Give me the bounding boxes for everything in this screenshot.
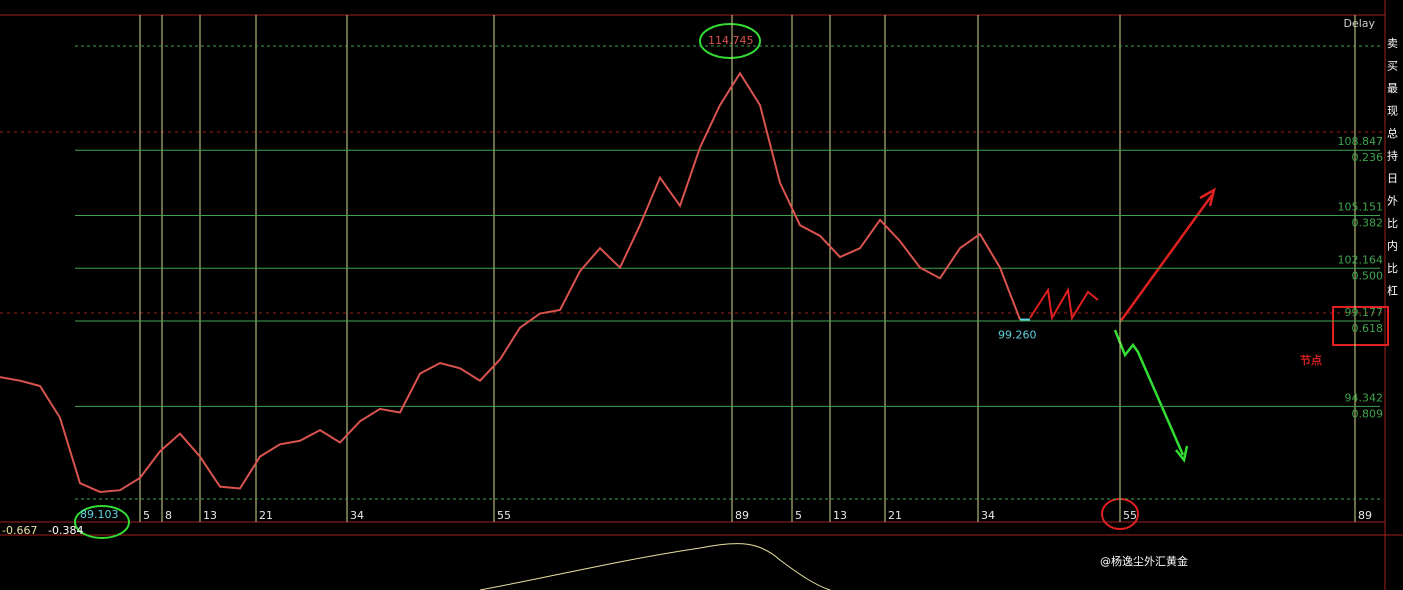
status: Delay bbox=[1343, 17, 1375, 30]
fib-ratio: 0.236 bbox=[1352, 151, 1384, 164]
side-panel-label: 买 bbox=[1387, 60, 1398, 73]
note: 节点 bbox=[1300, 353, 1322, 367]
time-zone-label: 13 bbox=[833, 509, 847, 522]
fib-price: 102.164 bbox=[1338, 253, 1384, 266]
fib-ratio: 0.500 bbox=[1352, 269, 1384, 282]
fib-ratio: 0.809 bbox=[1352, 407, 1384, 420]
fib-price: 94.342 bbox=[1345, 391, 1384, 404]
time-zone-label: 8 bbox=[165, 509, 172, 522]
side-panel-label: 现 bbox=[1387, 105, 1398, 118]
side-panel-label: 持 bbox=[1387, 149, 1398, 163]
time-zone-label: 34 bbox=[981, 509, 995, 522]
arrow-down bbox=[1113, 329, 1189, 463]
side-panel-label: 日 bbox=[1387, 172, 1398, 185]
time-zone-label: 55 bbox=[1123, 509, 1137, 522]
side-panel-label: 杠 bbox=[1387, 285, 1398, 298]
indicator-curve bbox=[479, 543, 831, 590]
fib-price: 99.177 bbox=[1345, 306, 1384, 319]
side-panel-label: 比 bbox=[1387, 262, 1398, 275]
side-panel-label: 内 bbox=[1387, 239, 1398, 253]
indicator-label: -0.384 bbox=[48, 524, 83, 537]
fib-price: 105.151 bbox=[1338, 200, 1384, 213]
side-panel-label: 总 bbox=[1387, 126, 1398, 140]
side-panel-label: 外 bbox=[1387, 195, 1398, 208]
time-zone-label: 13 bbox=[203, 509, 217, 522]
time-zone-label: 21 bbox=[259, 509, 273, 522]
fib-ratio: 0.382 bbox=[1352, 216, 1384, 229]
high-label: 114.745 bbox=[708, 34, 754, 47]
time-zone-label: 5 bbox=[795, 509, 802, 522]
time-zone-label: 89 bbox=[735, 509, 749, 522]
time-zone-label: 5 bbox=[143, 509, 150, 522]
price-line bbox=[0, 71, 1021, 493]
time-zone-label: 34 bbox=[350, 509, 364, 522]
watermark: @杨逸尘外汇黄金 bbox=[1100, 554, 1188, 568]
low-label: 89.103 bbox=[80, 508, 119, 521]
indicator-label: -0.667 bbox=[2, 524, 37, 537]
time-zone-label: 55 bbox=[497, 509, 511, 522]
projection-zigzag bbox=[1029, 286, 1099, 322]
low-circle bbox=[74, 505, 130, 539]
fib-ratio: 0.618 bbox=[1352, 322, 1384, 335]
fib-price: 108.847 bbox=[1338, 135, 1384, 148]
side-panel-label: 比 bbox=[1387, 217, 1398, 230]
time-zone-label: 21 bbox=[888, 509, 902, 522]
high-circle bbox=[699, 23, 761, 59]
time-zone-label: 89 bbox=[1358, 509, 1372, 522]
side-panel-label: 最 bbox=[1387, 82, 1398, 95]
arrow-up bbox=[1118, 187, 1216, 323]
last-price-label: 99.260 bbox=[998, 329, 1037, 342]
side-panel-label: 卖 bbox=[1387, 37, 1398, 50]
highlight-box bbox=[1332, 306, 1389, 346]
